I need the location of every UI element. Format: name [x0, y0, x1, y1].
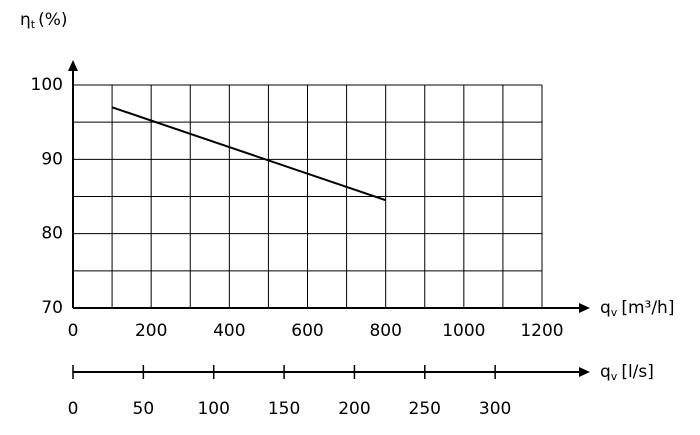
y-label-symbol: η [20, 10, 31, 30]
x-tick-label: 600 [291, 321, 323, 341]
x2-label-symbol: q [600, 362, 611, 382]
y-label-subscript: t [31, 18, 36, 31]
x2-label-unit: [l/s] [621, 362, 654, 382]
x-tick-label: 200 [135, 321, 167, 341]
x-label-symbol: q [600, 298, 611, 318]
y-label-unit: (%) [38, 10, 67, 30]
y-axis-arrow [68, 60, 78, 71]
x2-tick-label: 100 [197, 399, 229, 419]
x-tick-label: 0 [68, 321, 79, 341]
x2-tick-label: 150 [268, 399, 300, 419]
y-tick-label: 90 [41, 149, 63, 169]
x2-tick-label: 300 [479, 399, 511, 419]
x-tick-label: 800 [369, 321, 401, 341]
x2-tick-label: 200 [338, 399, 370, 419]
x-tick-label: 1200 [520, 321, 563, 341]
y-tick-label: 100 [31, 75, 63, 95]
x-tick-label: 1000 [442, 321, 485, 341]
x2-label-subscript: v [611, 370, 618, 383]
x-tick-label: 400 [213, 321, 245, 341]
x-axis-arrow [579, 303, 590, 313]
x2-tick-label: 250 [409, 399, 441, 419]
x-label-subscript: v [611, 306, 618, 319]
data-line [111, 106, 386, 202]
x2-axis-label: qv [l/s] [600, 362, 654, 383]
x-label-unit: [m³/h] [621, 298, 674, 318]
x2-tick-label: 0 [68, 399, 79, 419]
x-axis-label: qv [m³/h] [600, 298, 674, 319]
x2-tick-label: 50 [133, 399, 155, 419]
y-tick-label: 70 [41, 298, 63, 318]
y-axis-label: ηt (%) [20, 10, 68, 31]
x2-axis-arrow [579, 367, 590, 377]
y-tick-label: 80 [41, 224, 63, 244]
